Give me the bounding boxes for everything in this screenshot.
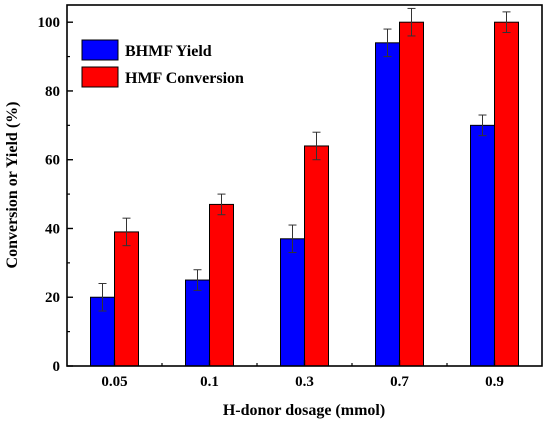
legend-label: HMF Conversion	[125, 70, 244, 87]
legend: BHMF Yield HMF Conversion	[81, 39, 244, 88]
legend-label: BHMF Yield	[125, 43, 212, 60]
bar-bhmf-yield	[375, 42, 400, 367]
plot-frame	[66, 4, 543, 367]
x-axis-ticks: 0.05 0.1 0.3 0.7 0.9	[101, 360, 504, 390]
legend-swatch	[81, 66, 119, 88]
x-tick-label: 0.3	[295, 374, 314, 390]
x-tick-label: 0.1	[200, 374, 219, 390]
bar-hmf-conversion	[209, 203, 234, 367]
bar-hmf-conversion	[494, 21, 519, 367]
bar-hmf-conversion	[399, 21, 424, 367]
bar-hmf-conversion	[114, 231, 139, 367]
x-tick-label: 0.9	[485, 374, 504, 390]
bar-bhmf-yield	[185, 279, 210, 367]
y-tick-label: 40	[45, 221, 60, 237]
plot-area	[90, 7, 519, 367]
y-tick-label: 20	[45, 290, 60, 306]
legend-swatch	[81, 39, 119, 61]
y-tick-label: 80	[45, 84, 60, 100]
bar-bhmf-yield	[280, 238, 305, 367]
x-tick-label: 0.05	[101, 374, 127, 390]
x-axis-label: H-donor dosage (mmol)	[223, 402, 385, 419]
y-tick-label: 100	[38, 15, 61, 31]
y-tick-label: 0	[53, 359, 61, 375]
bar-hmf-conversion	[304, 145, 329, 367]
x-tick-label: 0.7	[390, 374, 409, 390]
bar-bhmf-yield	[470, 124, 495, 367]
y-axis-ticks: 0 20 40 60 80 100	[38, 15, 73, 375]
y-tick-label: 60	[45, 153, 60, 169]
y-axis-label: Conversion or Yield (%)	[4, 102, 21, 269]
